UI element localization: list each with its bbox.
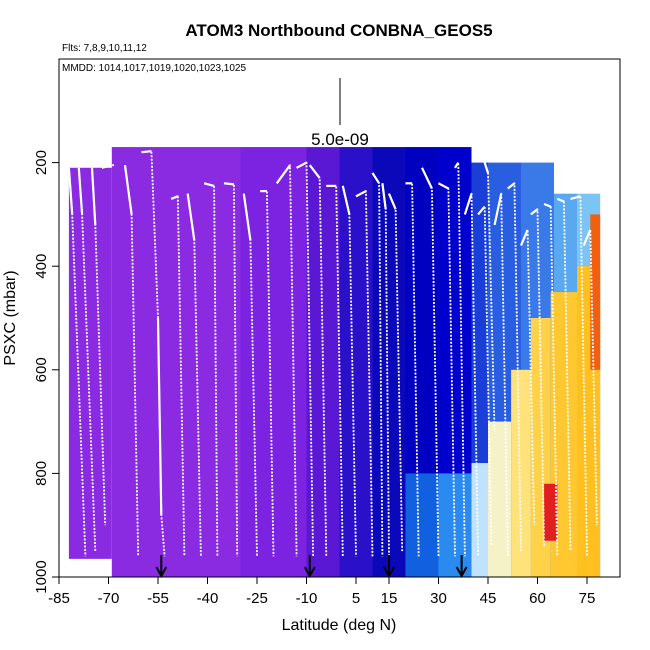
flight-profile-top-23 — [421, 167, 433, 189]
flight-profile-top-14 — [296, 161, 308, 169]
flight-profile-top-30 — [507, 182, 516, 190]
heatmap-cell-0 — [68, 167, 112, 559]
scale-label: 5.0e-09 — [311, 130, 369, 149]
x-tick-label-11: 75 — [579, 590, 596, 607]
flight-profile-top-3 — [101, 164, 113, 169]
x-tick-label-3: -40 — [197, 590, 219, 607]
y-tick-label-0: 200 — [33, 150, 50, 175]
arrow-head-0 — [155, 566, 168, 579]
flight-profile-27 — [477, 205, 493, 546]
flight-profiles — [67, 150, 598, 557]
heatmap-cell-1 — [111, 147, 241, 577]
flight-profile-top-9 — [203, 182, 215, 187]
flight-profile-36 — [582, 228, 598, 526]
arrow-head-1 — [303, 566, 316, 579]
chart-title: ATOM3 Northbound CONBNA_GEOS5 — [185, 21, 492, 40]
flight-profile-top-18 — [355, 190, 367, 198]
x-tick-label-8: 30 — [430, 590, 447, 607]
flight-profile-top-21 — [387, 193, 397, 210]
flight-profile-top-28 — [483, 162, 490, 174]
flight-profile-top-31 — [519, 229, 529, 246]
heatmap-cell-21 — [544, 483, 558, 541]
flight-profile-top-2 — [90, 167, 97, 225]
arrow-head-2 — [383, 566, 395, 579]
dates-subtitle: MMDD: 1014,1017,1019,1020,1023,1025 — [62, 63, 246, 74]
flight-profile-35 — [570, 195, 588, 557]
flight-profile-top-10 — [223, 182, 235, 186]
x-tick-label-2: -55 — [147, 590, 169, 607]
flight-profile-top-33 — [543, 202, 552, 208]
flight-profile-top-5 — [141, 150, 152, 154]
flight-profile-top-17 — [341, 185, 351, 215]
flight-profile-top-32 — [530, 208, 539, 216]
flight-profile-top-25 — [454, 162, 460, 169]
flight-profile-top-11 — [242, 193, 252, 241]
arrow-markers — [155, 555, 468, 579]
x-tick-label-0: -85 — [48, 590, 70, 607]
x-tick-label-6: 5 — [352, 590, 360, 607]
x-tick-label-9: 45 — [480, 590, 497, 607]
flight-profile-top-19 — [371, 172, 381, 184]
flight-profile-top-15 — [308, 164, 321, 179]
flight-profile-top-20 — [381, 183, 387, 210]
flight-profile-top-0 — [67, 167, 74, 215]
x-axis-label: Latitude (deg N) — [282, 617, 397, 634]
flight-profile-top-27 — [477, 205, 486, 216]
flight-profile-top-34 — [556, 197, 565, 203]
flight-profile-top-4 — [123, 165, 133, 215]
x-tick-label-10: 60 — [529, 590, 546, 607]
x-tick-label-1: -70 — [98, 590, 120, 607]
flight-profile-top-24 — [437, 182, 449, 190]
arrow-head-3 — [455, 566, 468, 579]
flight-profile-top-13 — [275, 164, 291, 184]
y-tick-label-4: 1000 — [33, 560, 50, 593]
heatmap-cell-15 — [471, 463, 488, 577]
flight-profile-top-26 — [463, 193, 473, 215]
x-tick-label-5: -10 — [296, 590, 318, 607]
flight-profile-12 — [260, 190, 275, 557]
flight-profile-16 — [326, 184, 344, 557]
y-axis-label: PSXC (mbar) — [2, 270, 19, 365]
flight-profile-31 — [520, 228, 536, 526]
heatmap-cell-17 — [511, 369, 531, 577]
flight-profile-top-6 — [156, 317, 163, 515]
y-tick-label-1: 400 — [33, 254, 50, 279]
flight-profile-3 — [101, 164, 116, 169]
x-tick-label-7: 15 — [381, 590, 398, 607]
plot-frame — [58, 58, 621, 578]
y-tick-label-2: 600 — [33, 357, 50, 382]
x-axis: -85 -70 -55 -40 -25 -10 5 15 30 45 60 75 — [48, 577, 595, 607]
heatmap-cell-13 — [405, 473, 439, 577]
flights-subtitle: Flts: 7,8,9,10,11,12 — [62, 43, 147, 54]
heatmap-cell-2 — [240, 147, 307, 577]
x-tick-label-4: -25 — [246, 590, 268, 607]
heatmap-cell-22 — [590, 214, 601, 370]
flight-profile-top-8 — [186, 193, 196, 241]
y-axis: 200 400 600 800 1000 — [33, 150, 59, 594]
flight-profile-top-1 — [77, 167, 84, 215]
flight-profile-9 — [203, 182, 219, 557]
flight-profile-top-35 — [570, 195, 581, 200]
heatmap-cells — [68, 147, 601, 577]
y-tick-label-3: 800 — [33, 461, 50, 486]
flight-profile-top-36 — [582, 229, 592, 246]
flight-profile-top-29 — [493, 193, 503, 226]
flight-profile-top-7 — [170, 195, 179, 200]
